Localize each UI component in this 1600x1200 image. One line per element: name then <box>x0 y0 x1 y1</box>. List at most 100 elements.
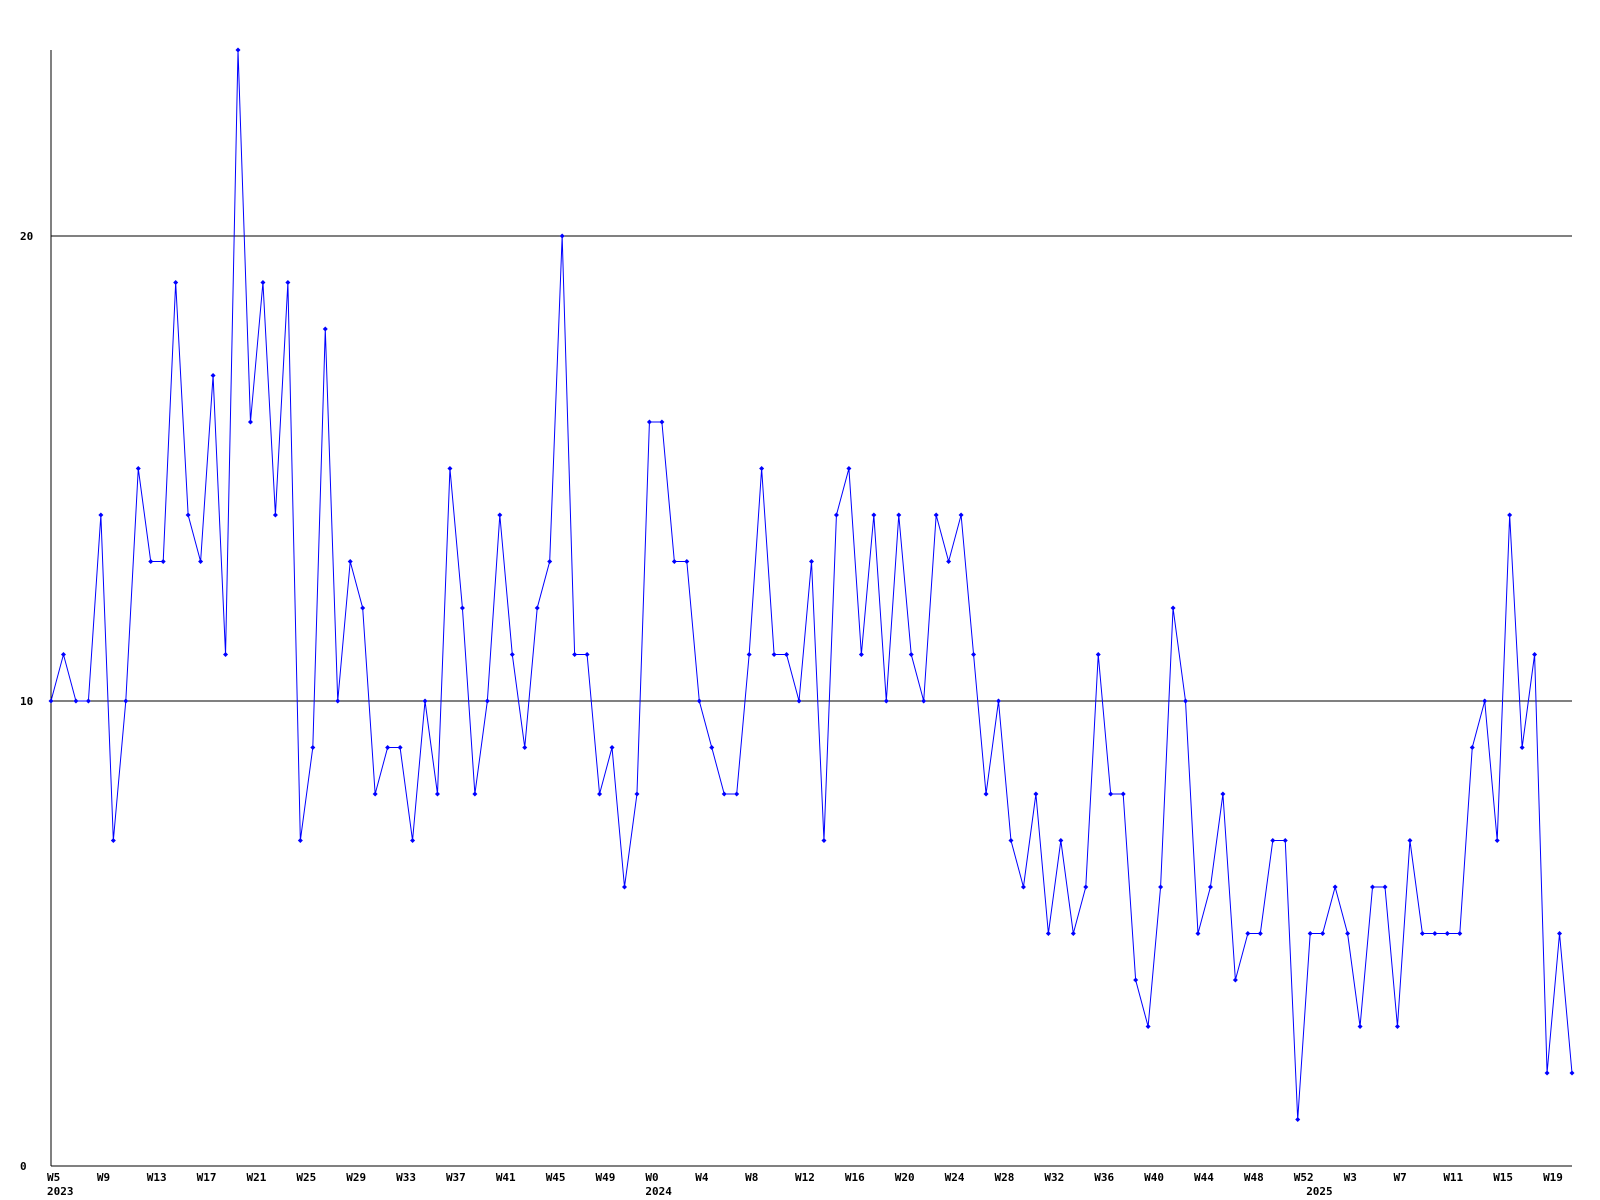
data-point <box>659 419 665 425</box>
data-point <box>372 791 378 797</box>
data-point <box>746 652 752 657</box>
data-point <box>434 791 440 797</box>
x-tick-label: W49 <box>596 1171 616 1184</box>
x-tick-label: W44 <box>1194 1171 1214 1184</box>
data-point <box>1020 884 1026 890</box>
x-tick-label: W13 <box>147 1171 167 1184</box>
data-point <box>472 791 478 797</box>
data-point <box>1544 1070 1550 1076</box>
data-point <box>597 791 603 797</box>
data-point <box>247 419 253 425</box>
data-point <box>833 512 839 518</box>
x-tick-label: W21 <box>246 1171 266 1184</box>
x-tick-label: W52 <box>1294 1171 1314 1184</box>
y-tick-label: 10 <box>20 695 33 708</box>
data-point <box>1394 1024 1400 1029</box>
x-tick-label: W15 <box>1493 1171 1513 1184</box>
data-point <box>497 512 503 518</box>
data-point <box>809 559 814 564</box>
data-point <box>721 791 727 797</box>
data-point <box>1257 931 1263 936</box>
data-point <box>335 698 341 704</box>
data-point <box>1507 512 1513 518</box>
data-point <box>297 838 303 843</box>
data-point <box>1519 745 1525 750</box>
data-point <box>671 559 677 564</box>
data-point <box>958 512 964 518</box>
data-point <box>896 512 902 518</box>
data-point <box>148 559 154 564</box>
data-point <box>272 512 278 518</box>
data-point <box>1569 1070 1575 1076</box>
data-point <box>1557 931 1563 936</box>
data-line <box>50 49 1573 1120</box>
data-point <box>734 791 740 797</box>
x-tick-label: W40 <box>1144 1171 1164 1184</box>
x-tick-label: W0 <box>645 1171 658 1184</box>
data-point <box>784 652 790 657</box>
data-point <box>360 605 366 611</box>
data-point <box>883 698 889 704</box>
data-point <box>709 745 715 750</box>
data-point <box>447 466 453 471</box>
x-year-label: 2025 <box>1306 1185 1333 1198</box>
data-point <box>1195 931 1201 936</box>
data-point <box>584 652 590 657</box>
data-point <box>1419 931 1425 936</box>
data-point <box>1008 838 1014 843</box>
data-point <box>60 652 66 657</box>
data-point <box>509 652 515 657</box>
data-point <box>1083 884 1089 890</box>
data-point <box>1370 884 1376 890</box>
data-point <box>796 698 802 704</box>
data-point <box>48 698 54 704</box>
data-point <box>422 698 428 704</box>
data-point <box>1245 931 1251 936</box>
data-point <box>771 652 777 657</box>
data-point <box>223 652 229 657</box>
data-point <box>1095 652 1101 657</box>
x-tick-label: W41 <box>496 1171 516 1184</box>
data-point <box>547 559 553 564</box>
x-tick-label: W9 <box>97 1171 110 1184</box>
data-point <box>347 559 353 564</box>
data-point <box>946 559 952 564</box>
y-tick-label: 0 <box>20 1160 27 1173</box>
data-point <box>1295 1117 1301 1122</box>
data-point <box>397 745 403 750</box>
x-tick-label: W4 <box>695 1171 709 1184</box>
data-point <box>1220 791 1226 797</box>
data-point <box>908 652 914 657</box>
data-point <box>572 652 578 657</box>
data-point <box>871 512 877 518</box>
data-point <box>1120 791 1126 797</box>
y-tick-label: 20 <box>20 230 33 243</box>
x-tick-label: W7 <box>1393 1171 1406 1184</box>
data-point <box>821 838 827 843</box>
data-point <box>933 512 939 518</box>
data-point <box>1070 931 1076 936</box>
data-point <box>98 512 104 518</box>
data-point <box>534 605 540 611</box>
data-point <box>621 884 627 890</box>
data-point <box>1045 931 1051 936</box>
data-point <box>1183 698 1189 704</box>
data-point <box>971 652 977 657</box>
data-point <box>285 280 291 285</box>
x-tick-label: W8 <box>745 1171 758 1184</box>
x-tick-label: W5 <box>47 1171 60 1184</box>
data-point <box>983 791 989 797</box>
data-point <box>1270 838 1276 843</box>
data-point <box>1357 1024 1363 1029</box>
data-point <box>559 233 565 239</box>
data-point <box>1158 884 1164 890</box>
data-point <box>260 280 266 285</box>
data-point <box>1345 931 1351 936</box>
data-point <box>684 559 690 564</box>
data-point <box>1382 884 1388 890</box>
x-tick-label: W45 <box>546 1171 566 1184</box>
data-point <box>1494 838 1500 843</box>
data-point <box>185 512 191 518</box>
data-point <box>310 745 316 750</box>
